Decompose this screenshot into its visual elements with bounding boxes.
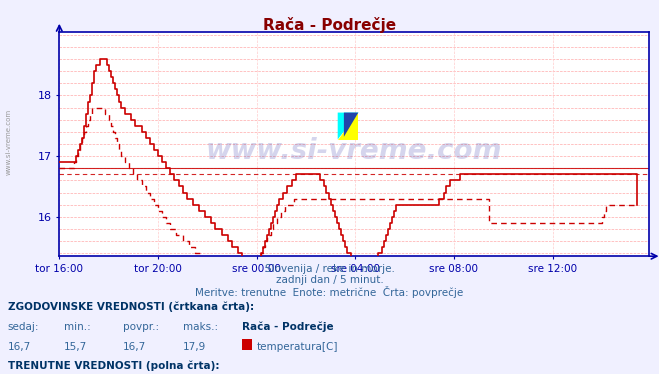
Text: Meritve: trenutne  Enote: metrične  Črta: povprečje: Meritve: trenutne Enote: metrične Črta: … <box>195 286 464 298</box>
Text: ZGODOVINSKE VREDNOSTI (črtkana črta):: ZGODOVINSKE VREDNOSTI (črtkana črta): <box>8 301 254 312</box>
Text: 16,7: 16,7 <box>8 342 31 352</box>
Text: sedaj:: sedaj: <box>8 322 40 332</box>
Text: www.si-vreme.com: www.si-vreme.com <box>5 109 11 175</box>
Text: zadnji dan / 5 minut.: zadnji dan / 5 minut. <box>275 275 384 285</box>
Text: 15,7: 15,7 <box>64 342 87 352</box>
Text: povpr.:: povpr.: <box>123 322 159 332</box>
Polygon shape <box>337 113 358 140</box>
Polygon shape <box>344 113 358 137</box>
Text: Rača - Podrečje: Rača - Podrečje <box>242 322 333 332</box>
Text: temperatura[C]: temperatura[C] <box>256 342 338 352</box>
Text: Rača - Podrečje: Rača - Podrečje <box>263 17 396 33</box>
Text: Slovenija / reke in morje.: Slovenija / reke in morje. <box>264 264 395 274</box>
Text: 16,7: 16,7 <box>123 342 146 352</box>
Text: 17,9: 17,9 <box>183 342 206 352</box>
Text: maks.:: maks.: <box>183 322 217 332</box>
Text: TRENUTNE VREDNOSTI (polna črta):: TRENUTNE VREDNOSTI (polna črta): <box>8 361 219 371</box>
Text: www.si-vreme.com: www.si-vreme.com <box>206 137 502 165</box>
Text: min.:: min.: <box>64 322 91 332</box>
Polygon shape <box>337 113 358 140</box>
